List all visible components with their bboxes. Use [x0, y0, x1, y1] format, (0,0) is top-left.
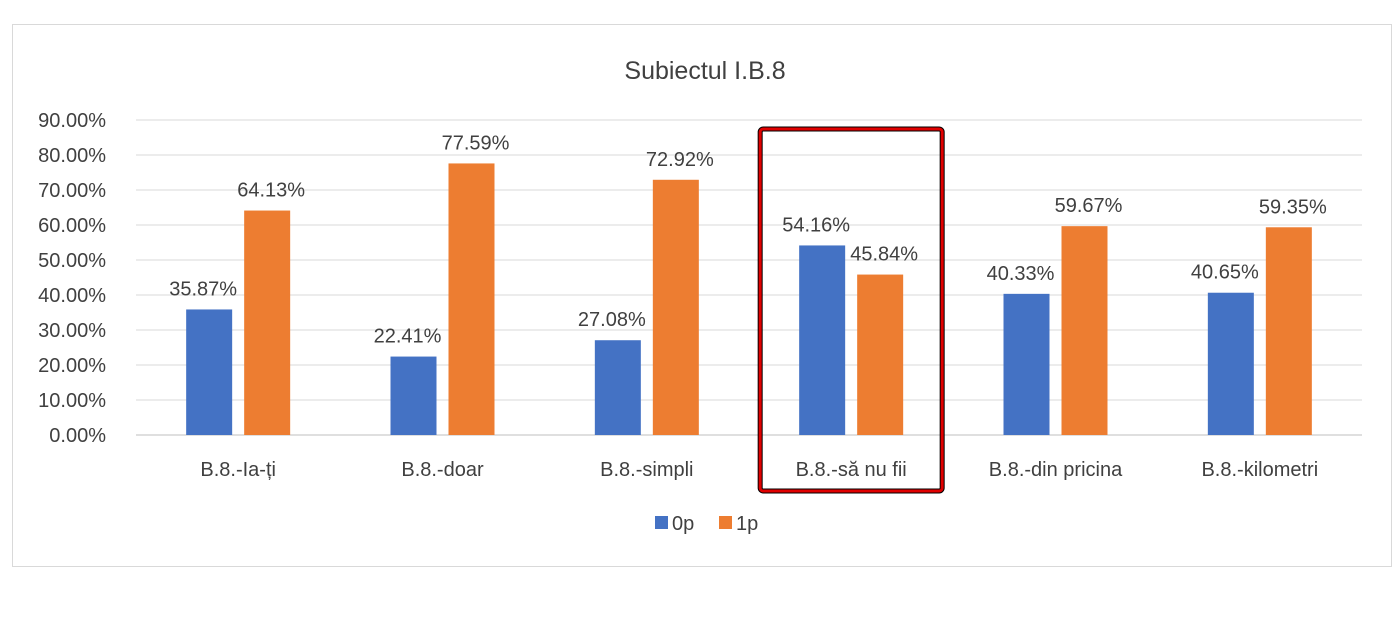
data-label: 54.16% [782, 214, 850, 236]
data-label: 77.59% [442, 132, 510, 154]
y-tick-label: 10.00% [38, 390, 106, 412]
legend-label-0p: 0p [672, 513, 694, 535]
y-tick-label: 80.00% [38, 145, 106, 167]
highlight-box [757, 126, 945, 494]
bar-1p-5 [1061, 226, 1108, 435]
category-label: B.8.-Ia-ți [200, 459, 276, 481]
legend-label-1p: 1p [736, 513, 758, 535]
bar-0p-2 [390, 356, 437, 435]
data-label: 72.92% [646, 149, 714, 171]
bar-1p-4 [857, 274, 904, 435]
data-labels: 35.87% 64.13% 22.41% 77.59% 27.08% 72.92% 54.1… [169, 132, 1327, 347]
bar-0p-5 [1003, 293, 1050, 435]
data-label: 64.13% [237, 180, 305, 202]
y-tick-label: 90.00% [38, 110, 106, 132]
legend: 0p 1p [655, 513, 758, 535]
data-label: 40.65% [1191, 262, 1259, 284]
bar-1p-2 [448, 163, 495, 435]
data-label: 22.41% [374, 326, 442, 348]
highlight-box-outer [757, 126, 945, 494]
bar-1p-6 [1265, 227, 1312, 435]
data-label: 45.84% [850, 244, 918, 266]
legend-swatch-1p [719, 516, 732, 529]
x-axis-categories: B.8.-Ia-ți B.8.-doar B.8.-simpli B.8.-să nu… [200, 459, 1318, 481]
gridlines [136, 119, 1362, 436]
data-label: 59.35% [1259, 196, 1327, 218]
y-tick-label: 40.00% [38, 285, 106, 307]
bar-0p-4 [799, 245, 846, 435]
y-tick-label: 20.00% [38, 355, 106, 377]
y-tick-label: 30.00% [38, 320, 106, 342]
y-axis-ticks: 0.00% 10.00% 20.00% 30.00% 40.00% 50.00% 60.00… [38, 110, 106, 447]
bar-0p-6 [1207, 292, 1254, 435]
category-label: B.8.-kilometri [1201, 459, 1318, 481]
bar-0p-1 [186, 309, 233, 435]
chart-title: Subiectul I.B.8 [624, 57, 785, 85]
category-label: B.8.-să nu fii [796, 459, 907, 481]
y-tick-label: 60.00% [38, 215, 106, 237]
y-tick-label: 50.00% [38, 250, 106, 272]
category-label: B.8.-simpli [600, 459, 693, 481]
data-label: 27.08% [578, 309, 646, 331]
category-label: B.8.-din pricina [989, 459, 1123, 481]
legend-swatch-0p [655, 516, 668, 529]
category-label: B.8.-doar [401, 459, 484, 481]
y-tick-label: 70.00% [38, 180, 106, 202]
data-label: 40.33% [987, 263, 1055, 285]
bars [186, 163, 1312, 435]
bar-1p-3 [652, 179, 699, 435]
highlight-box [758, 127, 944, 493]
bar-0p-3 [594, 340, 641, 435]
bar-1p-1 [244, 210, 291, 435]
data-label: 59.67% [1055, 195, 1123, 217]
data-label: 35.87% [169, 278, 237, 300]
y-tick-label: 0.00% [49, 425, 106, 447]
